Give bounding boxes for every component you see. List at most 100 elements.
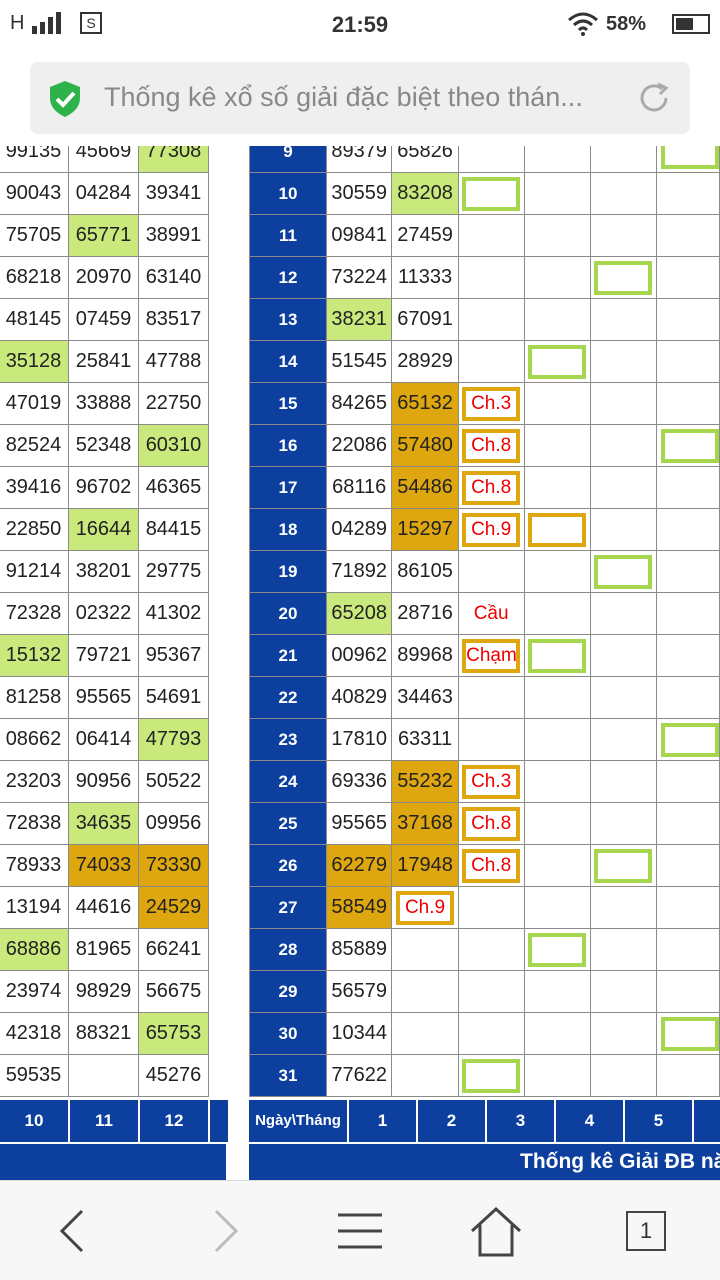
marker-cell [589,718,657,761]
marker-cell [655,1054,720,1097]
marker-cell [589,886,657,929]
result-cell: 40829 [326,676,393,719]
marker-cell [523,424,591,467]
marker-cell [523,802,591,845]
marker-cell [655,466,720,509]
result-cell: 47019 [0,382,69,425]
result-cell: 17948 [391,844,459,887]
marker-cell: Ch.9 [457,508,525,551]
marker-cell [655,760,720,803]
result-cell: 00962 [326,634,393,677]
month-header-10: 10 [0,1100,70,1142]
result-cell: 71892 [326,550,393,593]
result-cell: 16644 [68,508,139,551]
right-month-header: Ngày\Tháng 1 2 3 4 5 [249,1100,720,1142]
reload-icon[interactable] [636,80,672,116]
chain-marker: Ch.3 [462,764,521,799]
left-results-table: 99135 45669 77308 90043 04284 39341 75705 65771… [0,146,209,1097]
result-cell: 83208 [391,172,459,215]
day-cell: 30 [248,1012,328,1055]
result-cell: 84415 [138,508,209,551]
result-cell: 63140 [138,256,209,299]
result-cell: 22750 [138,382,209,425]
table-row: 99135 45669 77308 [0,146,209,173]
result-cell: 67091 [391,298,459,341]
result-cell: 89379 [326,146,393,173]
result-cell: 57480 [391,424,459,467]
result-cell: 77622 [326,1054,393,1097]
result-cell: 65826 [391,146,459,173]
marker-cell [523,466,591,509]
marker-cell [457,172,525,215]
result-cell: 04284 [68,172,139,215]
result-cell: 66241 [138,928,209,971]
home-icon[interactable] [466,1201,526,1261]
day-cell: 9 [248,146,328,173]
result-cell: 42318 [0,1012,69,1055]
tabs-button[interactable]: 1 [626,1211,666,1251]
result-cell: 38201 [68,550,139,593]
month-header-4: 4 [556,1100,625,1142]
day-cell: 23 [248,718,328,761]
chain-marker: Ch.8 [462,806,521,841]
marker-cell [523,1054,591,1097]
result-cell: 68218 [0,256,69,299]
marker-cell [655,214,720,257]
table-row: 59535 45276 [0,1054,209,1097]
result-cell: 81965 [68,928,139,971]
forward-icon[interactable] [194,1201,254,1261]
table-row: 35128 25841 47788 [0,340,209,383]
result-cell: 84265 [326,382,393,425]
result-cell: 98929 [68,970,139,1013]
highlight-box [528,344,587,379]
highlight-box [594,848,653,883]
chain-marker: Ch.8 [462,428,521,463]
result-cell: 95565 [68,676,139,719]
result-cell: 82524 [0,424,69,467]
table-row: 21 00962 89968 Chạm [248,634,720,677]
table-row: 14 51545 28929 [248,340,720,383]
marker-cell [589,970,657,1013]
result-cell: 08662 [0,718,69,761]
result-cell: 46365 [138,466,209,509]
result-cell: 48145 [0,298,69,341]
result-cell [391,928,459,971]
day-cell: 31 [248,1054,328,1097]
result-cell: 20970 [68,256,139,299]
table-row: 90043 04284 39341 [0,172,209,215]
month-header-1: 1 [349,1100,418,1142]
day-cell: 15 [248,382,328,425]
table-row: 13194 44616 24529 [0,886,209,929]
result-cell: 07459 [68,298,139,341]
result-cell: 90956 [68,760,139,803]
marker-cell [655,886,720,929]
table-row: 12 73224 11333 [248,256,720,299]
table-row: 75705 65771 38991 [0,214,209,257]
address-bar[interactable]: Thống kê xổ số giải đặc biệt theo thán..… [30,62,690,134]
result-cell: 72328 [0,592,69,635]
result-cell: 54486 [391,466,459,509]
table-row: 22850 16644 84415 [0,508,209,551]
marker-cell [523,382,591,425]
day-cell: 28 [248,928,328,971]
marker-cell [589,466,657,509]
result-cell: 52348 [68,424,139,467]
result-cell: 22850 [0,508,69,551]
table-row: 22 40829 34463 [248,676,720,719]
table-row: 11 09841 27459 [248,214,720,257]
result-cell: 37168 [391,802,459,845]
result-cell: 58549 [326,886,393,929]
web-content[interactable]: 99135 45669 77308 90043 04284 39341 75705 65771… [0,146,720,1180]
table-row: 30 10344 [248,1012,720,1055]
result-cell: 45276 [138,1054,209,1097]
day-cell: 19 [248,550,328,593]
day-cell: 26 [248,844,328,887]
marker-cell [523,146,591,173]
chain-marker: Ch.9 [396,890,455,925]
menu-icon[interactable] [330,1201,390,1261]
back-icon[interactable] [44,1201,104,1261]
marker-cell [655,718,720,761]
marker-cell [457,214,525,257]
table-row: 20 65208 28716 Cầu [248,592,720,635]
result-cell: 38231 [326,298,393,341]
